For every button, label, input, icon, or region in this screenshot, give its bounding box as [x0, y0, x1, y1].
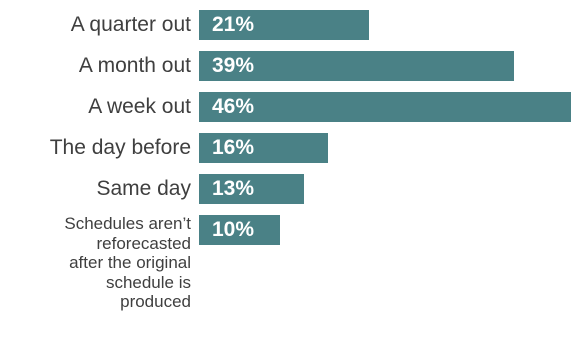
bar: [199, 133, 328, 163]
bar-value-label: 16%: [212, 136, 255, 159]
bar-value-label: 13%: [212, 177, 255, 200]
bar: [199, 10, 369, 40]
category-label: Same day: [96, 177, 191, 200]
category-label: A quarter out: [70, 13, 191, 36]
category-label: The day before: [49, 136, 191, 159]
category-label: A month out: [78, 54, 191, 77]
category-label: A week out: [88, 95, 191, 118]
bar-value-label: 39%: [212, 54, 255, 77]
bar: [199, 215, 280, 245]
bar-value-label: 21%: [212, 13, 255, 36]
bar-value-label: 46%: [212, 95, 255, 118]
category-label: Schedules aren’t reforecasted after the …: [64, 214, 191, 312]
bar: [199, 174, 304, 204]
bar: [199, 92, 571, 122]
bar-value-label: 10%: [212, 218, 255, 241]
bar: [199, 51, 514, 81]
